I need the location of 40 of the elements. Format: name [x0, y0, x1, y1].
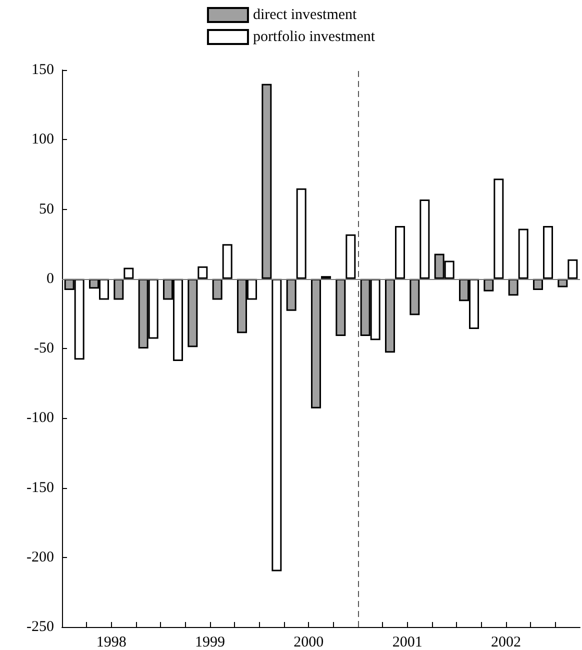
y-tick-label: 150: [32, 62, 54, 78]
x-tick-label: 1999: [195, 634, 225, 650]
bar: [385, 278, 395, 353]
bar: [518, 228, 528, 279]
x-tick-label: 2000: [294, 634, 324, 650]
bar: [262, 84, 272, 279]
y-tick-label: -150: [26, 480, 54, 496]
bar: [222, 244, 232, 279]
x-tick-label: 1998: [96, 634, 126, 650]
bar: [420, 200, 430, 279]
legend-label: direct investment: [252, 7, 358, 23]
bar: [311, 278, 321, 408]
y-tick-label: 50: [39, 201, 54, 218]
bar: [198, 266, 208, 279]
bar: [286, 278, 296, 311]
x-tick-label: 2002: [491, 634, 521, 650]
bar: [533, 278, 543, 290]
y-tick-label: 0: [46, 270, 54, 287]
x-tick-label: 2001: [392, 634, 422, 650]
bar: [336, 278, 346, 336]
bar: [296, 188, 306, 279]
bar: [346, 234, 356, 279]
y-tick-label: -100: [26, 410, 54, 426]
y-tick-label: 100: [32, 132, 54, 148]
bar: [543, 226, 553, 279]
y-tick-label: -250: [26, 619, 54, 635]
bar: [508, 278, 518, 296]
bar: [568, 259, 578, 279]
legend-label: portfolio investment: [252, 29, 376, 45]
bar: [114, 278, 124, 300]
y-tick-label: -50: [34, 340, 54, 356]
bar: [124, 268, 134, 279]
bar: [410, 278, 420, 316]
y-tick-label: -200: [26, 549, 54, 566]
bar: [212, 278, 222, 300]
bar: [188, 278, 198, 348]
bar: [272, 278, 282, 572]
bar: [395, 226, 405, 279]
bar: [484, 278, 494, 292]
bar: [494, 178, 504, 279]
